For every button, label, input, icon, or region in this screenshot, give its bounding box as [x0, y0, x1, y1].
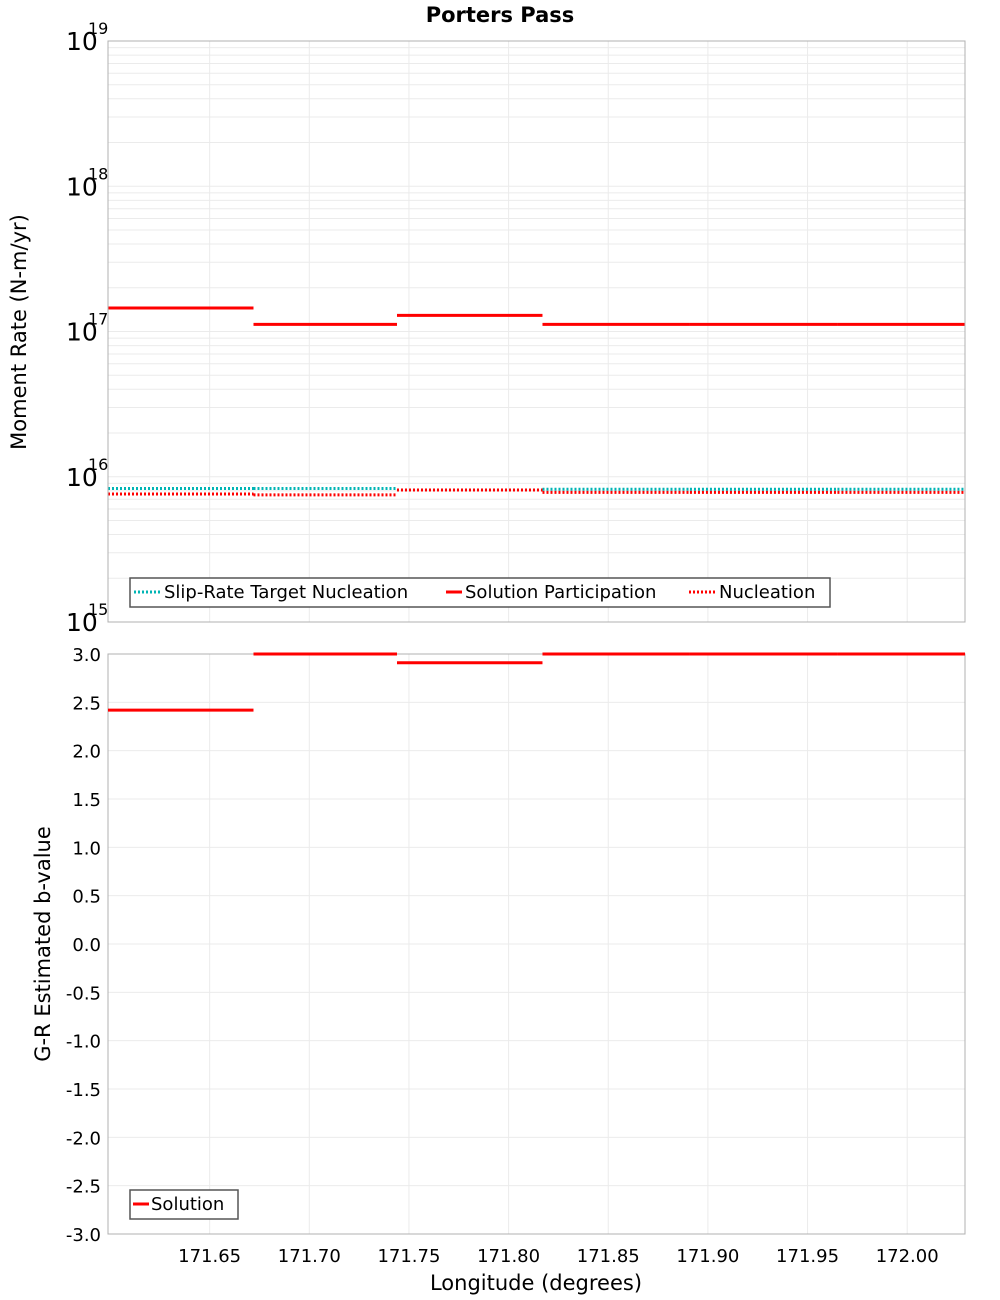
y-tick-label: -0.5: [66, 983, 101, 1004]
y-tick-exponent: 19: [88, 19, 108, 38]
y-tick-label: -3.0: [66, 1225, 101, 1246]
y-tick-label: -1.0: [66, 1032, 101, 1053]
x-tick-label: 171.70: [278, 1246, 341, 1267]
b-value-panel: 3.0 2.5 2.0 1.5 1.0 0.5 0.0 -0.5 -1.0 -1.5 -2.0 -2.…: [31, 645, 965, 1295]
b-value-y-axis-label: G-R Estimated b-value: [31, 826, 55, 1062]
x-tick-label: 171.75: [377, 1246, 440, 1267]
y-tick-label: 3.0: [72, 645, 101, 666]
y-tick-label: 0.0: [72, 935, 101, 956]
moment-rate-y-ticks: 10191018101710161015: [66, 19, 108, 637]
y-tick-label: -2.0: [66, 1128, 101, 1149]
y-tick-label: -2.5: [66, 1177, 101, 1198]
chart-figure: Porters Pass 10191018101710161015 Moment…: [0, 0, 1000, 1300]
moment-rate-y-axis-label: Moment Rate (N-m/yr): [7, 214, 31, 450]
y-tick-label: 2.5: [72, 693, 101, 714]
b-value-legend: Solution: [130, 1190, 238, 1219]
x-tick-label: 171.80: [477, 1246, 540, 1267]
y-tick-exponent: 15: [88, 600, 108, 619]
y-tick-label: -1.5: [66, 1080, 101, 1101]
y-tick-label: 1.0: [72, 838, 101, 859]
longitude-x-ticks: 171.65 171.70 171.75 171.80 171.85 171.90 171.…: [178, 1246, 939, 1267]
x-tick-label: 171.65: [178, 1246, 241, 1267]
y-tick-exponent: 16: [88, 455, 108, 474]
y-tick-exponent: 17: [88, 310, 108, 329]
x-tick-label: 172.00: [876, 1246, 939, 1267]
y-tick-label: 2.0: [72, 742, 101, 763]
x-tick-label: 171.90: [676, 1246, 739, 1267]
moment-rate-panel: 10191018101710161015 Moment Rate (N-m/yr…: [7, 19, 965, 637]
y-tick-label: 0.5: [72, 887, 101, 908]
legend-solution-label: Solution: [151, 1194, 224, 1215]
legend-nucleation-label: Nucleation: [719, 582, 815, 603]
moment-rate-legend: Slip-Rate Target Nucleation Solution Par…: [130, 578, 830, 607]
y-tick-label: 1.5: [72, 790, 101, 811]
b-value-y-ticks: 3.0 2.5 2.0 1.5 1.0 0.5 0.0 -0.5 -1.0 -1.5 -2.0 -2.…: [66, 645, 101, 1246]
x-axis-label: Longitude (degrees): [430, 1271, 642, 1295]
y-tick-exponent: 18: [88, 164, 108, 183]
x-tick-label: 171.85: [577, 1246, 640, 1267]
legend-solution-participation-label: Solution Participation: [465, 582, 656, 603]
legend-slip-rate-target-nucleation-label: Slip-Rate Target Nucleation: [164, 582, 408, 603]
x-tick-label: 171.95: [776, 1246, 839, 1267]
chart-title: Porters Pass: [426, 3, 575, 27]
